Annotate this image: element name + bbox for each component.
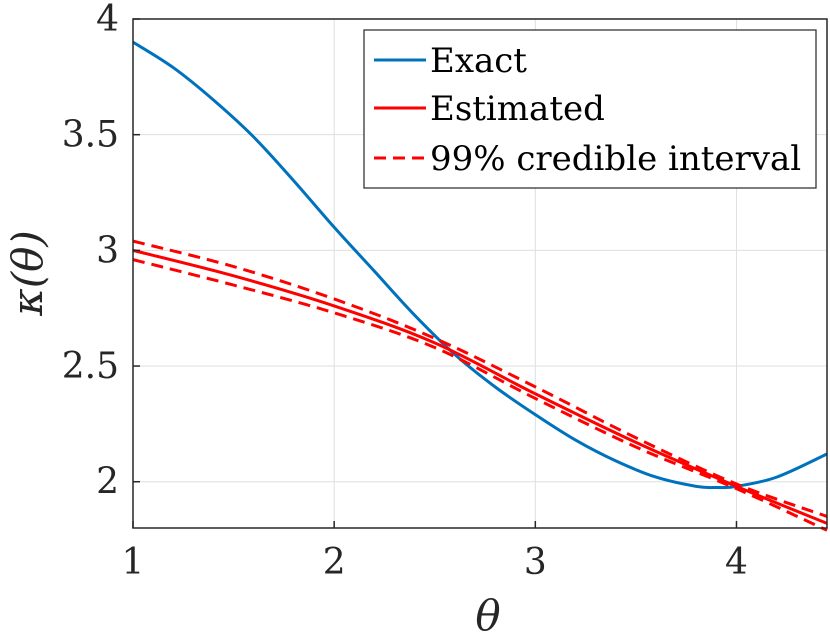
y-axis-title: κ(θ)	[3, 230, 52, 317]
x-tick-label-1: 2	[323, 542, 346, 583]
series-line-ci-lower	[132, 258, 828, 532]
series-line-estimated	[132, 248, 828, 525]
plot-area-border	[132, 18, 828, 529]
series-line-exact	[132, 40, 828, 490]
x-axis-title: θ	[475, 591, 500, 640]
legend-box	[363, 29, 817, 189]
legend-label-exact: Exact	[430, 41, 527, 81]
legend-label-estimated: Estimated	[430, 89, 605, 129]
ticks-group: 1 2 3 422.533.54	[62, 0, 748, 583]
y-tick-label-0: 2	[96, 462, 119, 503]
x-tick-label-0: 1	[122, 542, 145, 583]
series-line-ci-upper	[132, 239, 828, 518]
legend-label-credible-interval: 99% credible interval	[430, 139, 801, 179]
y-tick-label-1: 2.5	[62, 346, 119, 387]
y-tick-label-3: 3.5	[62, 115, 119, 156]
y-tick-label-4: 4	[96, 0, 119, 40]
y-tick-label-2: 3	[96, 230, 119, 271]
series-group	[132, 40, 828, 532]
x-tick-label-3: 4	[725, 542, 748, 583]
x-tick-label-2: 3	[524, 542, 547, 583]
legend: Exact Estimated 99% credible interval	[363, 29, 817, 189]
